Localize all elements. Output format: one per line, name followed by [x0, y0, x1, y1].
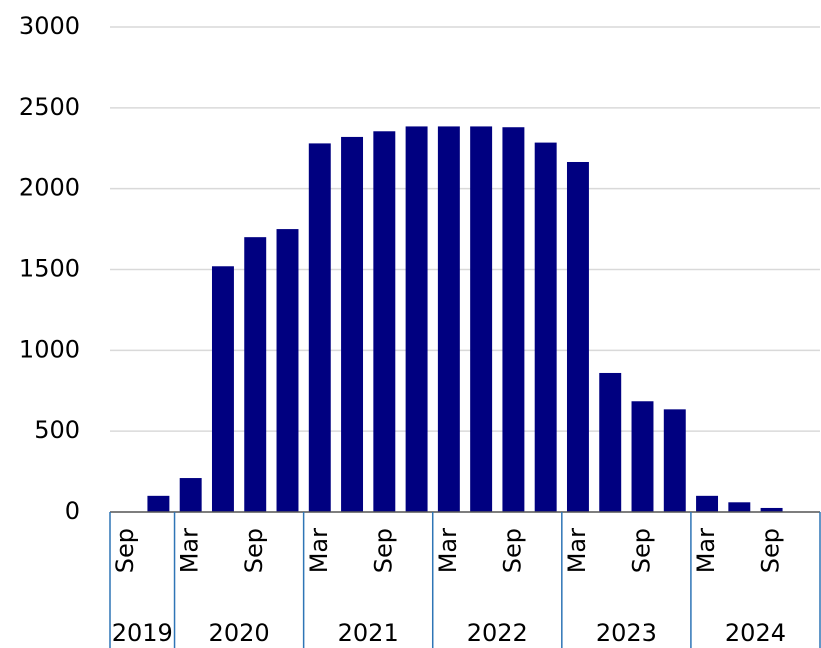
bar	[760, 507, 783, 512]
bar	[663, 409, 686, 512]
bar	[179, 478, 202, 512]
group-label: 2021	[338, 619, 399, 647]
bar	[599, 372, 622, 512]
x-tick-label: Mar	[305, 528, 333, 573]
group-label: 2024	[725, 619, 786, 647]
x-tick-label: Sep	[757, 528, 785, 573]
x-tick-label: Mar	[563, 528, 591, 573]
y-tick-label: 1500	[19, 255, 80, 283]
bar	[502, 127, 525, 512]
x-tick-label: Mar	[434, 528, 462, 573]
group-label: 2022	[467, 619, 528, 647]
bar	[341, 136, 364, 512]
y-tick-label: 0	[65, 497, 80, 525]
y-tick-label: 1000	[19, 335, 80, 363]
x-tick-label: Sep	[111, 528, 139, 573]
bar	[631, 401, 654, 512]
group-label: 2020	[209, 619, 270, 647]
x-tick-label: Mar	[692, 528, 720, 573]
bar	[244, 237, 267, 512]
bar	[728, 502, 751, 512]
bar	[276, 229, 299, 513]
y-tick-label: 500	[34, 416, 80, 444]
x-tick-label: Sep	[369, 528, 397, 573]
bar	[147, 495, 170, 512]
y-tick-label: 2500	[19, 93, 80, 121]
x-tick-label: Mar	[176, 528, 204, 573]
bar	[437, 126, 460, 513]
group-label: 2023	[596, 619, 657, 647]
bar	[308, 143, 331, 512]
y-tick-label: 2000	[19, 174, 80, 202]
group-label: 2019	[112, 619, 173, 647]
bar	[405, 126, 428, 513]
bar	[373, 131, 396, 512]
bar	[470, 126, 493, 513]
bar	[211, 266, 234, 512]
y-tick-label: 3000	[19, 12, 80, 40]
x-tick-label: Sep	[498, 528, 526, 573]
bar	[566, 161, 589, 512]
x-tick-label: Sep	[628, 528, 656, 573]
bar	[696, 495, 719, 512]
x-tick-label: Sep	[240, 528, 268, 573]
bar	[534, 142, 557, 512]
